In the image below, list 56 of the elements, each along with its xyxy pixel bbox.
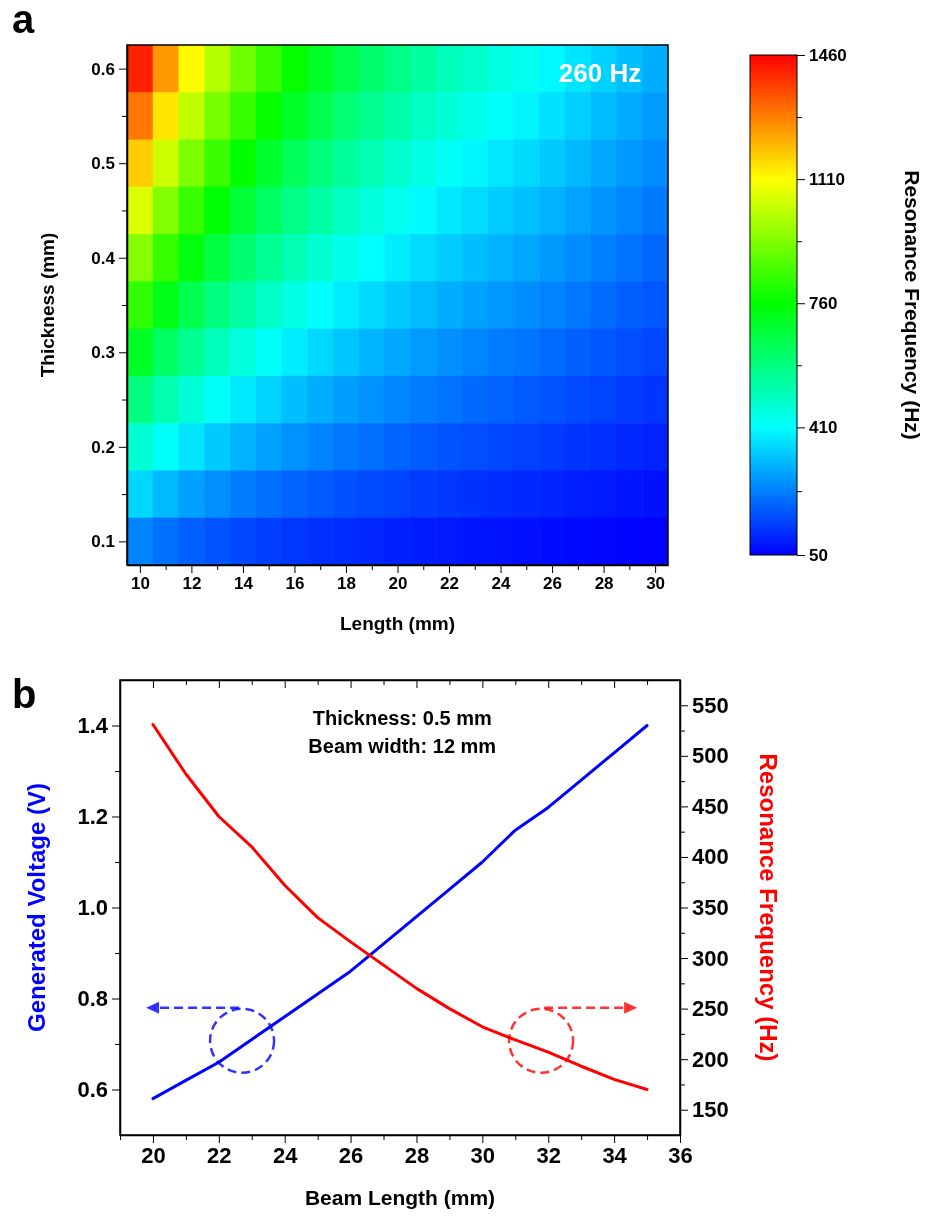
x-tick-label: 20 [388, 574, 408, 594]
y-axis-title: Generated Voltage (V) [23, 783, 50, 1032]
x-axis-title: Length (mm) [339, 613, 456, 634]
x-tick-label: 10 [130, 574, 150, 594]
x-tick-label: 24 [272, 1142, 299, 1168]
x-axis-title: Beam Length (mm) [304, 1186, 496, 1209]
y-tick-label: 0.8 [77, 986, 108, 1012]
x-tick-label: 20 [141, 1142, 166, 1168]
x-tick-label: 26 [543, 574, 563, 594]
y2-tick-label: 400 [692, 844, 729, 870]
y-tick-label: 0.4 [91, 248, 116, 268]
y2-tick-label: 500 [692, 743, 729, 769]
x-tick-label: 26 [338, 1142, 364, 1168]
x-tick-label: 12 [182, 574, 202, 594]
y-tick-label: 0.6 [77, 1077, 108, 1103]
x-tick-label: 24 [491, 574, 512, 594]
color-bar-label: 1460 [809, 45, 847, 65]
color-bar-title: Resonance Frequency (Hz) [901, 170, 924, 440]
x-tick-label: 36 [668, 1142, 693, 1168]
chart-title: b [12, 672, 37, 716]
x-tick-label: 22 [440, 574, 459, 594]
x-tick-label: 14 [233, 574, 254, 594]
y-tick-label: 1.0 [77, 895, 108, 921]
y-tick-label: 0.5 [91, 154, 115, 174]
y-tick-label: 0.6 [91, 59, 115, 79]
annotation: Beam width: 12 mm [308, 735, 497, 757]
color-bar-label: 410 [809, 418, 838, 438]
color-bar-label: 1110 [809, 170, 845, 190]
y2-tick-label: 550 [692, 692, 729, 718]
y2-tick-label: 450 [692, 793, 729, 819]
x-tick-label: 34 [602, 1142, 628, 1168]
y2-tick-label: 250 [692, 996, 729, 1022]
x-tick-label: 32 [536, 1142, 561, 1168]
y-axis-title: Thickness (mm) [37, 232, 58, 378]
x-tick-label: 30 [646, 574, 666, 594]
x-tick-label: 22 [207, 1142, 232, 1168]
x-tick-label: 28 [404, 1142, 430, 1168]
y-tick-label: 0.1 [91, 532, 115, 552]
y2-tick-label: 350 [692, 895, 729, 921]
y-tick-label: 0.2 [91, 437, 115, 457]
color-bar-label: 760 [809, 294, 838, 314]
x-tick-label: 28 [594, 574, 614, 594]
y2-tick-label: 200 [692, 1046, 729, 1072]
x-tick-label: 30 [470, 1142, 496, 1168]
y-tick-label: 1.2 [77, 804, 108, 830]
x-tick-label: 18 [337, 574, 356, 594]
y-tick-label: 0.3 [91, 343, 115, 363]
annotation: Thickness: 0.5 mm [312, 707, 492, 729]
y2-axis-title: Resonance Frequency (Hz) [755, 753, 782, 1062]
chart-title: a [12, 0, 35, 41]
y2-tick-label: 150 [692, 1097, 729, 1123]
color-bar-label: 50 [809, 545, 828, 565]
x-tick-label: 16 [285, 574, 305, 594]
annotation: 260 Hz [558, 57, 642, 88]
y2-tick-label: 300 [692, 945, 729, 971]
y-tick-label: 1.4 [77, 713, 109, 739]
